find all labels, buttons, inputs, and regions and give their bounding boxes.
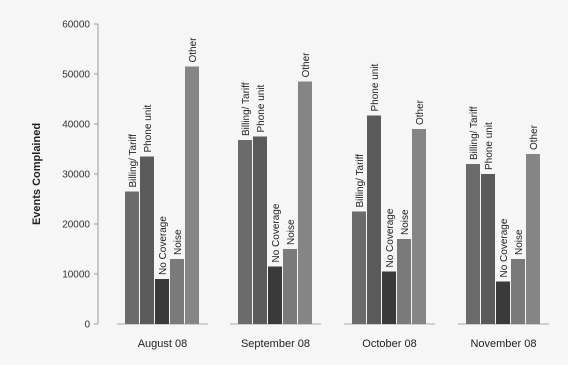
bar-billing-tariff-0	[125, 191, 139, 324]
bar-label: Other	[188, 37, 199, 63]
bar-label: No Coverage	[158, 216, 169, 275]
bar-no-coverage-1	[268, 266, 282, 324]
bar-label: No Coverage	[499, 218, 510, 277]
bar-label: Billing/ Tariff	[241, 82, 252, 136]
bar-other-2	[412, 129, 426, 324]
bar-billing-tariff-1	[238, 140, 252, 324]
y-tick-label: 60000	[62, 20, 90, 31]
bar-label: No Coverage	[271, 203, 282, 262]
y-tick-label: 0	[84, 320, 90, 331]
y-axis-label: Events Complained	[31, 123, 43, 225]
bar-label: No Coverage	[385, 208, 396, 267]
x-category-label: August 08	[138, 338, 188, 350]
x-category-label: November 08	[470, 338, 536, 350]
labels: Billing/ Tariff Phone unit No Coverage Nois…	[128, 37, 540, 350]
bar-phone-unit-1	[253, 136, 267, 324]
bar-billing-tariff-3	[466, 164, 480, 324]
y-tick-label: 10000	[62, 270, 90, 281]
y-tick-label: 50000	[62, 70, 90, 81]
y-tick-label: 40000	[62, 120, 90, 131]
bar-label: Noise	[286, 219, 297, 245]
bar-noise-3	[511, 259, 525, 324]
bar-label: Other	[529, 124, 540, 150]
bar-no-coverage-2	[382, 271, 396, 324]
x-category-label: October 08	[362, 338, 416, 350]
bar-noise-2	[397, 239, 411, 324]
bar-other-0	[185, 66, 199, 324]
bar-phone-unit-2	[367, 115, 381, 324]
bar-label: Billing/ Tariff	[469, 106, 480, 160]
bar-no-coverage-0	[155, 279, 169, 324]
bar-label: Other	[301, 52, 312, 78]
bar-label: Phone unit	[484, 122, 495, 170]
y-tick-label: 30000	[62, 170, 90, 181]
bar-other-1	[298, 81, 312, 324]
bar-noise-1	[283, 249, 297, 324]
y-tick-label: 20000	[62, 220, 90, 231]
bar-label: Other	[415, 99, 426, 125]
bar-phone-unit-0	[140, 156, 154, 324]
x-category-label: September 08	[241, 338, 310, 350]
bar-no-coverage-3	[496, 281, 510, 324]
bar-billing-tariff-2	[352, 211, 366, 324]
bar-label: Phone unit	[143, 104, 154, 152]
bars	[125, 66, 540, 324]
bar-label: Billing/ Tariff	[355, 154, 366, 208]
bar-label: Noise	[400, 209, 411, 235]
bar-label: Noise	[173, 229, 184, 255]
bar-label: Phone unit	[370, 63, 381, 111]
bar-label: Billing/ Tariff	[128, 134, 139, 188]
bar-noise-0	[170, 259, 184, 324]
bar-label: Phone unit	[256, 84, 267, 132]
bar-phone-unit-3	[481, 174, 495, 324]
bar-label: Noise	[514, 229, 525, 255]
bar-other-3	[526, 154, 540, 324]
